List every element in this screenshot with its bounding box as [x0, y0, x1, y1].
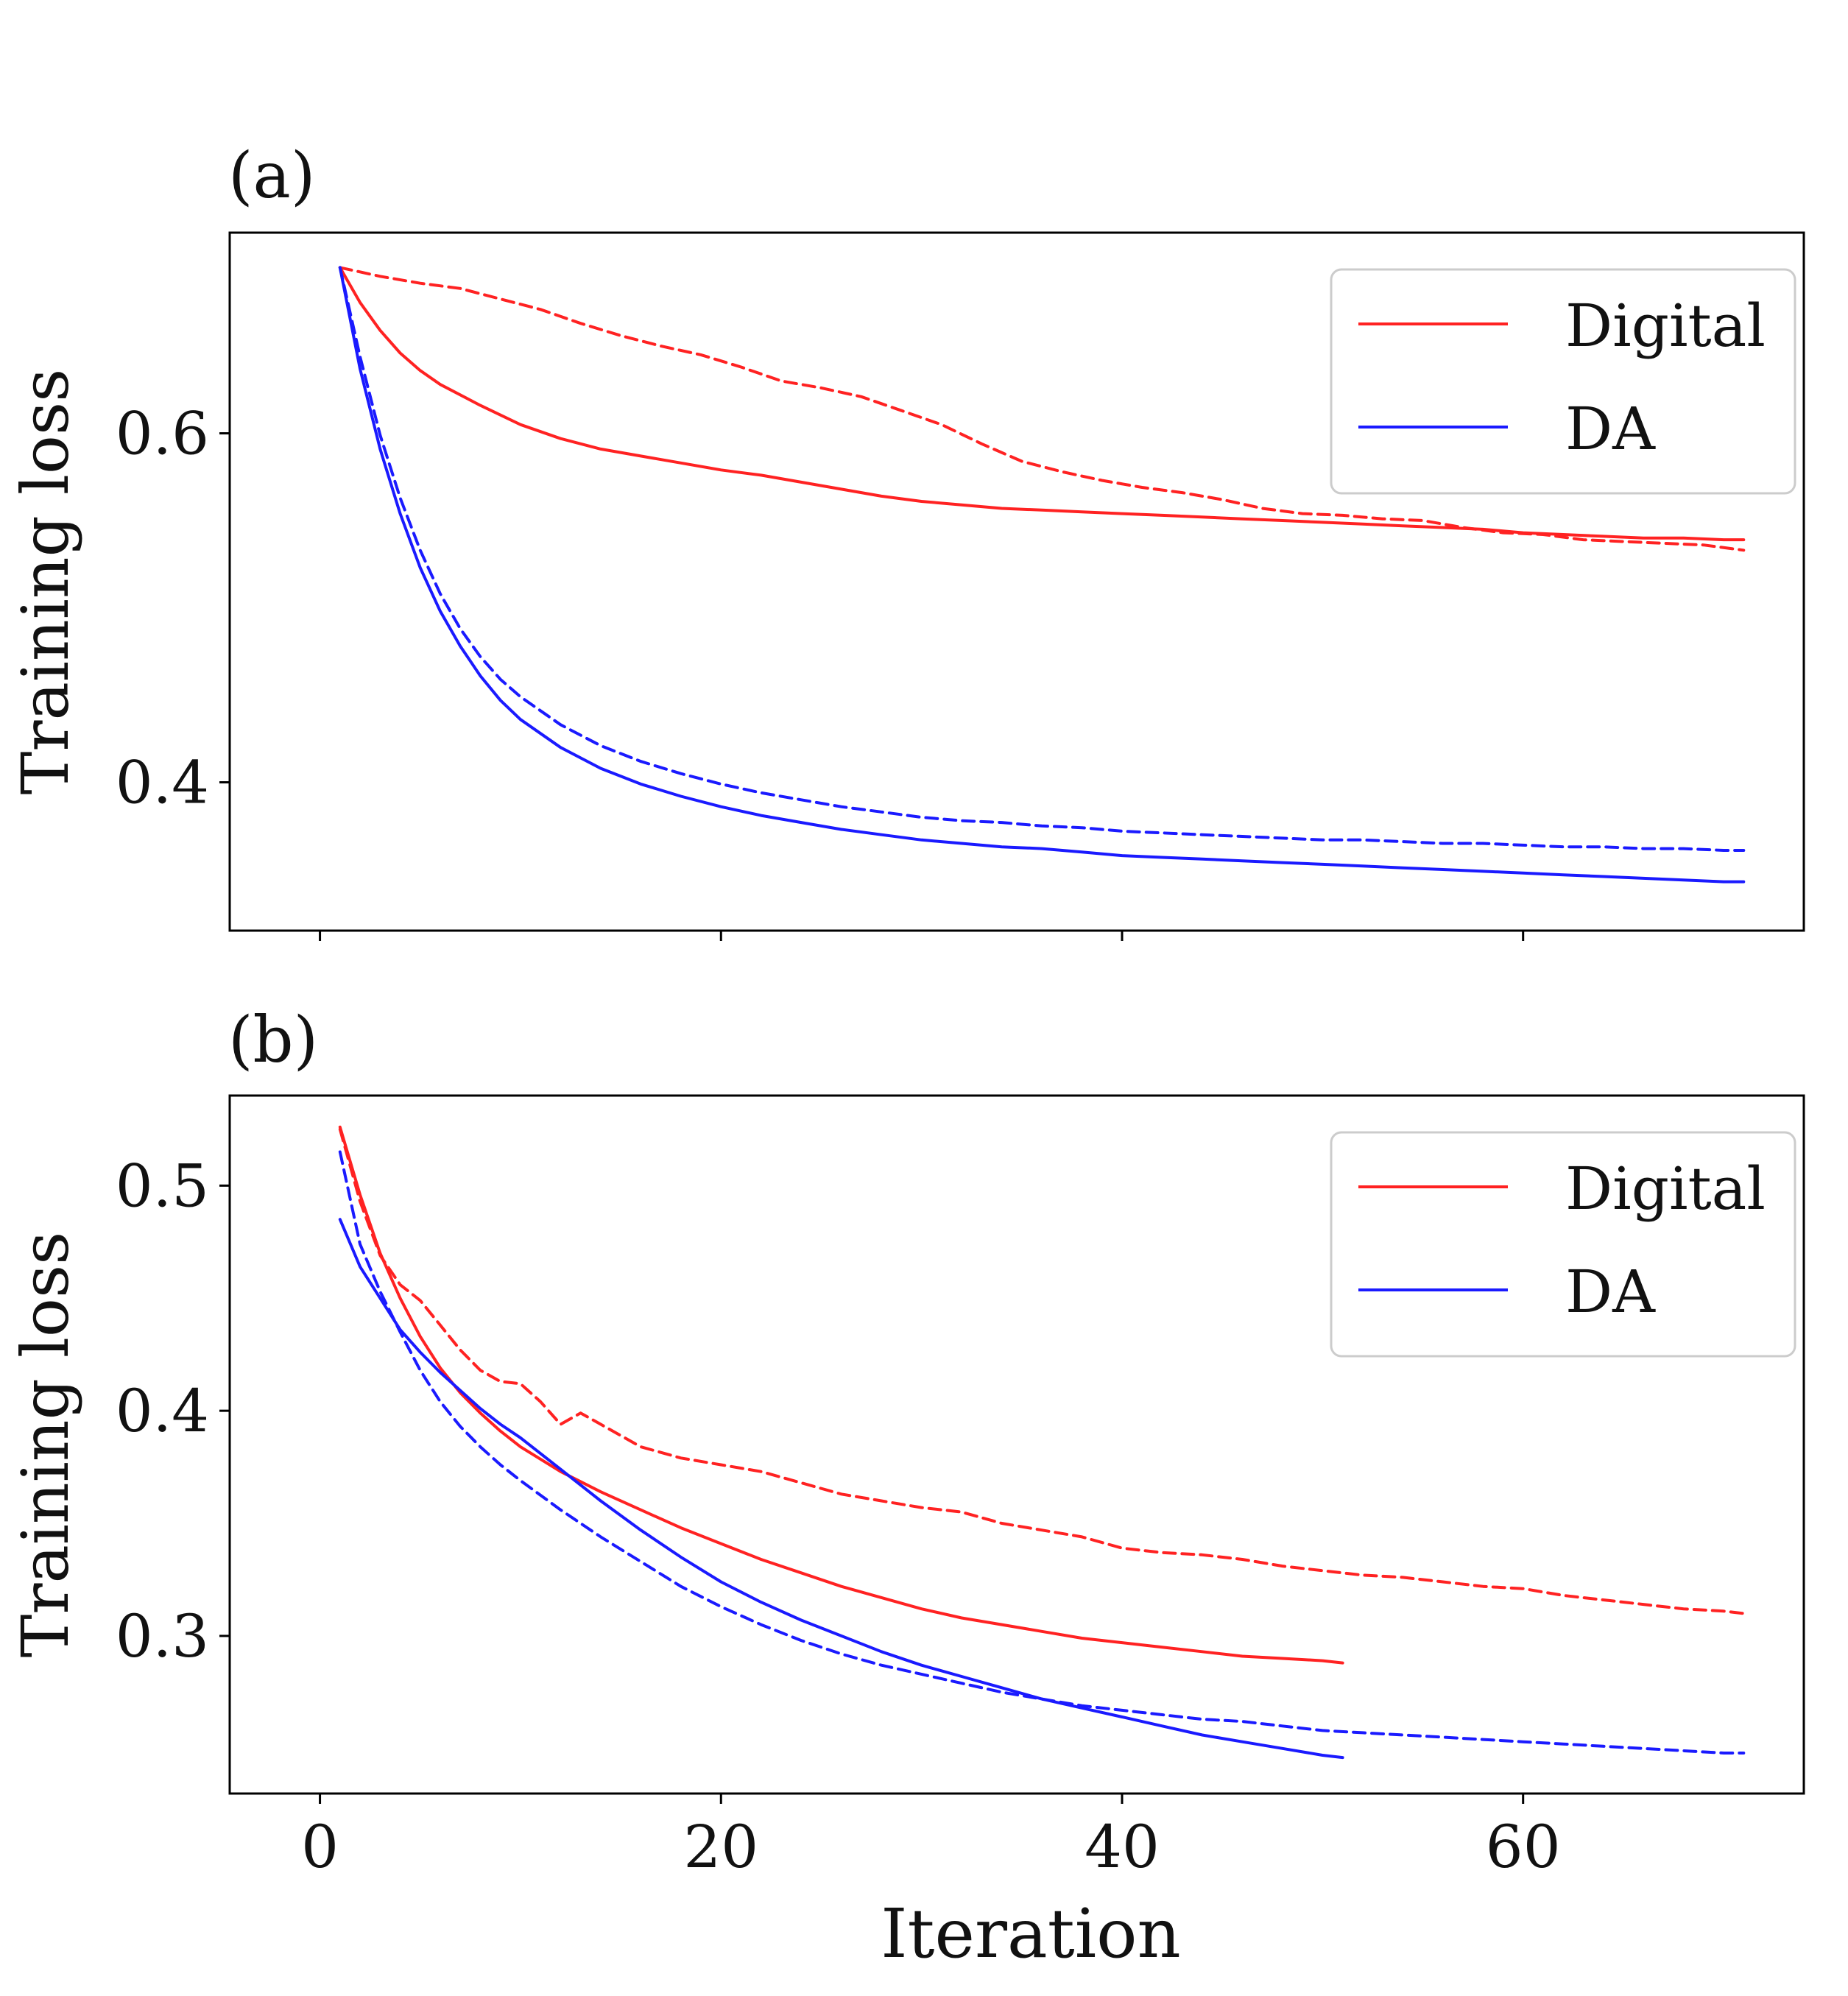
panel-b-x-tick-label-60: 60 [1486, 1813, 1561, 1881]
panel-b-plot-area [338, 1125, 1746, 1760]
panel-b-label: (b) [228, 1004, 318, 1077]
panel-b-legend: Digital DA [1330, 1131, 1796, 1358]
panel-a-y-ticks: 0.4 0.6 [116, 400, 230, 817]
panel-b-legend-digital-label: Digital [1565, 1154, 1766, 1223]
panel-b: (b) 0 20 40 60 0.3 0.4 0.5 Training loss Iter… [7, 1004, 1805, 1973]
panel-b-y-tick-label-0.5: 0.5 [116, 1152, 209, 1220]
panel-a-series-da-dashed [338, 266, 1746, 852]
panel-a-axes-frame [228, 231, 1805, 932]
panel-b-series-digital-dashed [338, 1127, 1746, 1615]
panel-b-series-digital-solid [338, 1125, 1344, 1665]
panel-a: (a) 0.4 0.6 Training loss Digital DA [7, 139, 1805, 941]
panel-a-y-tick-label-0.6: 0.6 [116, 400, 209, 468]
panel-b-x-ticks: 0 20 40 60 [301, 1794, 1561, 1881]
panel-a-series-da-solid [338, 266, 1746, 884]
panel-a-legend: Digital DA [1330, 268, 1796, 495]
panel-a-series-digital-dashed [338, 266, 1746, 552]
panel-a-label: (a) [228, 139, 315, 213]
panel-b-y-ticks: 0.3 0.4 0.5 [116, 1152, 230, 1671]
panel-b-series-da-dashed [338, 1150, 1746, 1755]
panel-b-y-tick-label-0.3: 0.3 [116, 1602, 209, 1671]
panel-b-legend-da-label: DA [1565, 1258, 1656, 1326]
panel-b-series-da-solid [338, 1218, 1344, 1760]
panel-a-legend-digital-label: Digital [1565, 292, 1766, 360]
panel-a-legend-da-label: DA [1565, 395, 1656, 463]
panel-a-y-axis-label: Training loss [7, 369, 83, 795]
panel-a-x-ticks [319, 931, 1525, 941]
panel-b-axes-frame [228, 1094, 1805, 1795]
panel-b-y-tick-label-0.4: 0.4 [116, 1377, 209, 1445]
panel-b-x-tick-label-0: 0 [301, 1813, 339, 1881]
panel-b-x-axis-label: Iteration [881, 1894, 1181, 1973]
panel-a-plot-area [338, 266, 1746, 884]
panel-a-y-tick-label-0.4: 0.4 [116, 749, 209, 817]
panel-b-y-axis-label: Training loss [7, 1232, 83, 1658]
panel-b-x-tick-label-40: 40 [1085, 1813, 1160, 1881]
panel-b-x-tick-label-20: 20 [683, 1813, 758, 1881]
